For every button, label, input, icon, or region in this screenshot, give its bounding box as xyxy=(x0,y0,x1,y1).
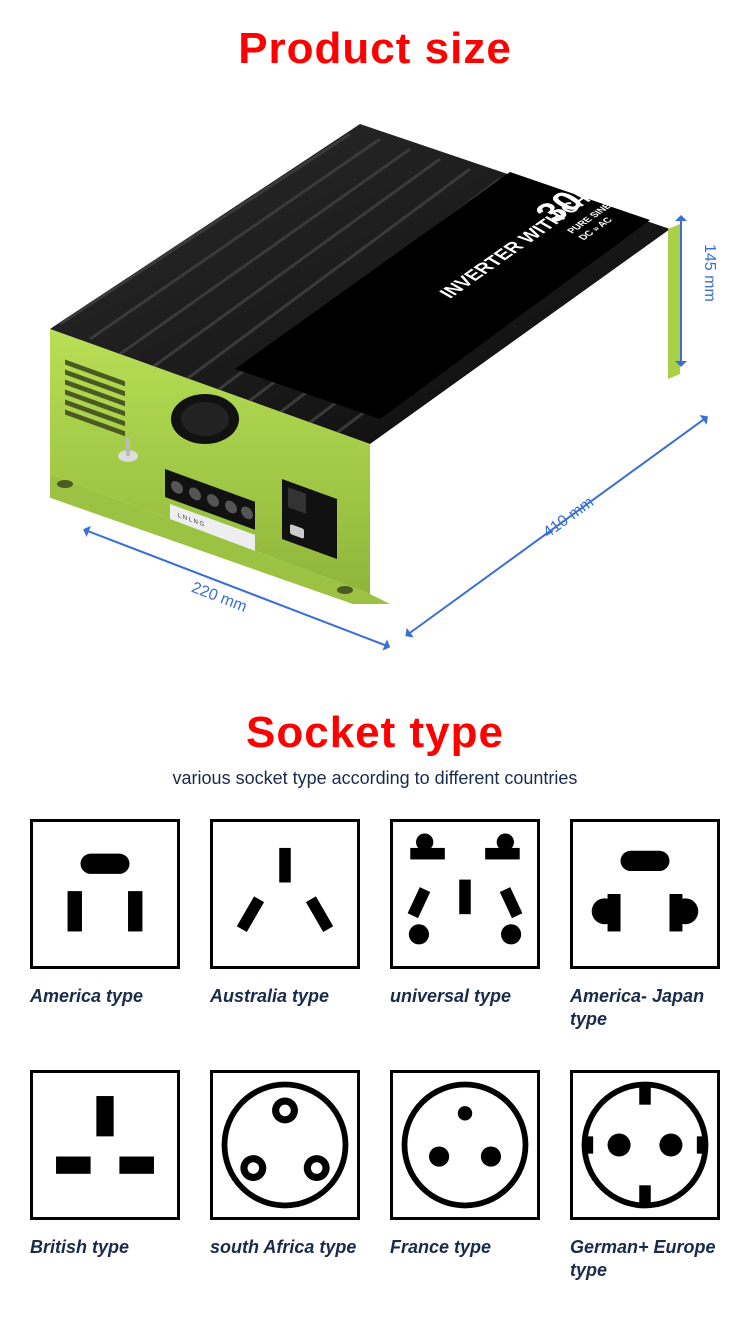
socket-label: British type xyxy=(30,1236,180,1259)
dim-label-height: 145 mm xyxy=(700,244,718,302)
socket-icon-universal xyxy=(390,819,540,969)
socket-item-am-jp: America- Japan type xyxy=(570,819,720,1030)
socket-item-british: British type xyxy=(30,1070,180,1281)
socket-label: France type xyxy=(390,1236,540,1259)
socket-item-france: France type xyxy=(390,1070,540,1281)
socket-grid: America type Australia type xyxy=(0,819,750,1321)
socket-label: German+ Europe type xyxy=(570,1236,720,1281)
socket-icon-am-jp xyxy=(570,819,720,969)
socket-label: America- Japan type xyxy=(570,985,720,1030)
socket-icon-america xyxy=(30,819,180,969)
section-title-product-size: Product size xyxy=(0,24,750,74)
socket-label: universal type xyxy=(390,985,540,1008)
socket-icon-australia xyxy=(210,819,360,969)
inverter-front-face: L N L N G xyxy=(50,304,500,604)
socket-label: America type xyxy=(30,985,180,1008)
socket-item-germany: German+ Europe type xyxy=(570,1070,720,1281)
socket-label: south Africa type xyxy=(210,1236,360,1259)
socket-item-australia: Australia type xyxy=(210,819,360,1030)
socket-icon-british xyxy=(30,1070,180,1220)
socket-icon-safrica xyxy=(210,1070,360,1220)
socket-subtitle: various socket type according to differe… xyxy=(0,768,750,789)
socket-item-safrica: south Africa type xyxy=(210,1070,360,1281)
socket-item-universal: universal type xyxy=(390,819,540,1030)
dim-arrow-height xyxy=(680,217,682,365)
socket-icon-germany xyxy=(570,1070,720,1220)
section-title-socket-type: Socket type xyxy=(0,708,750,758)
socket-icon-france xyxy=(390,1070,540,1220)
socket-label: Australia type xyxy=(210,985,360,1008)
product-size-diagram: 3000W PURE SINE WAVE DC » AC INVERTER WI… xyxy=(0,84,750,684)
socket-item-america: America type xyxy=(30,819,180,1030)
